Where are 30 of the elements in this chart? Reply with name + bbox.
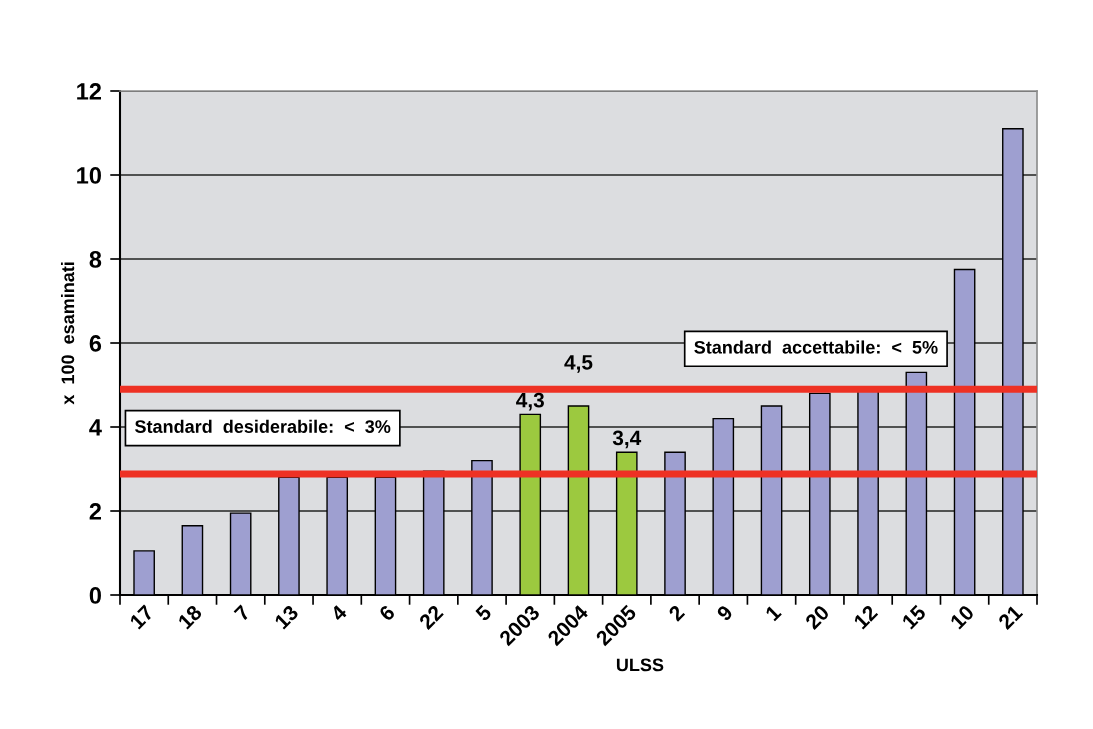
- x-tick-label: 18: [177, 604, 203, 630]
- x-tick-label: 2: [667, 604, 686, 622]
- x-axis-title: ULSS: [616, 658, 664, 672]
- ref-line-label: Standard desiderabile: < 3%: [135, 419, 391, 433]
- x-tick-label: 7: [233, 604, 251, 622]
- x-tick-label: 6: [378, 604, 396, 622]
- y-tick-label: 10: [77, 167, 101, 184]
- x-tick-label: 12: [853, 604, 879, 630]
- data-label: 4,3: [516, 392, 544, 411]
- x-tick-label: 4: [329, 603, 348, 622]
- y-tick-label: 0: [89, 587, 101, 604]
- x-tick-label: 13: [273, 604, 300, 630]
- ref-line-label: Standard accettabile: < 5%: [694, 340, 938, 354]
- x-tick-label: 10: [949, 604, 975, 630]
- x-tick-label: 5: [474, 604, 493, 622]
- x-tick-label: 17: [129, 604, 155, 630]
- y-tick-label: 12: [77, 83, 101, 100]
- y-axis-title: x 100 esaminati: [60, 262, 75, 405]
- x-tick-label: 20: [804, 604, 831, 631]
- x-tick-label: 21: [997, 604, 1024, 630]
- data-label: 3,4: [612, 430, 642, 449]
- x-tick-label: 22: [418, 604, 444, 630]
- y-tick-label: 2: [89, 503, 101, 520]
- y-tick-label: 4: [89, 419, 102, 436]
- data-label: 4,5: [564, 355, 593, 373]
- x-tick-label: 9: [716, 604, 734, 622]
- x-tick-label: 15: [901, 604, 927, 630]
- y-tick-label: 8: [89, 251, 102, 268]
- y-tick-label: 6: [89, 335, 102, 352]
- x-tick-label: 1: [764, 604, 782, 622]
